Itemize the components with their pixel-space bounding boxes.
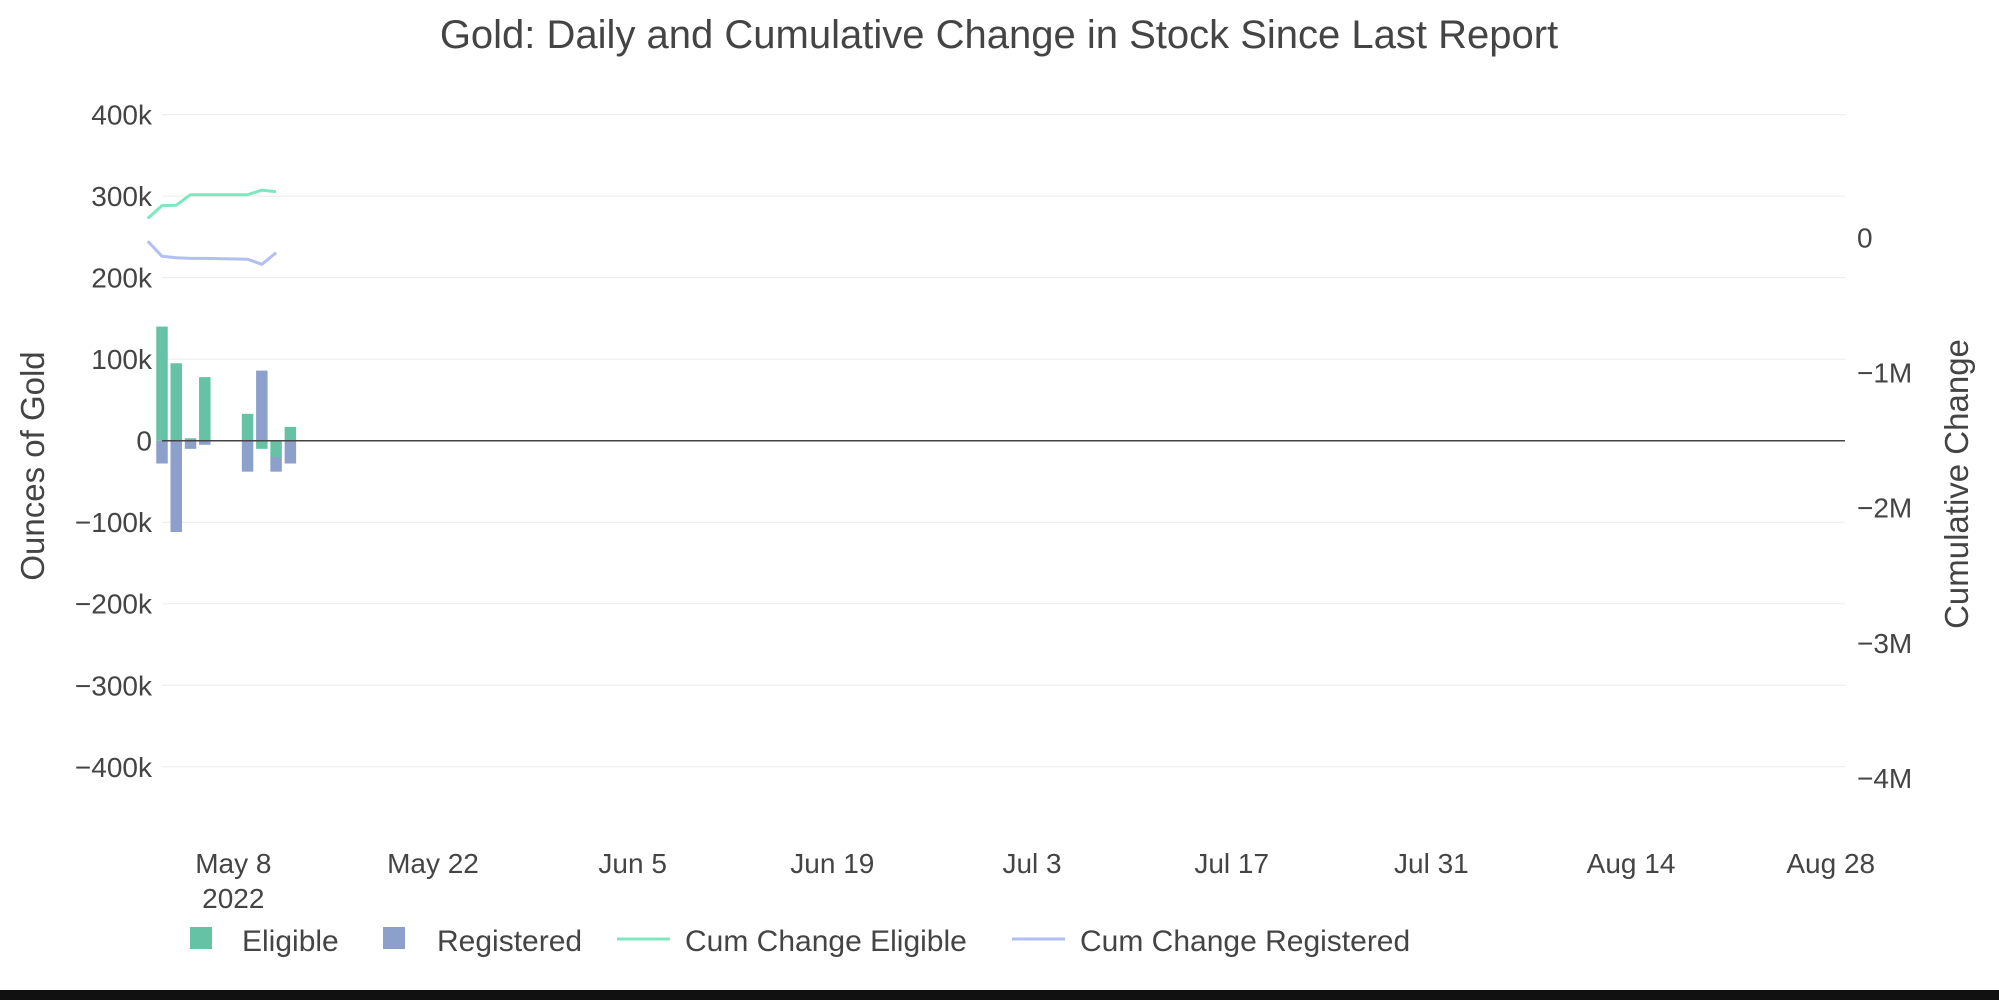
registered-bar[interactable] (199, 440, 211, 445)
legend-item-cum-eligible[interactable]: Cum Change Eligible (617, 925, 967, 958)
eligible-bar[interactable] (270, 440, 282, 457)
x-tick-label: Jul 17 (1194, 848, 1269, 879)
y-left-tick-label: 300k (91, 181, 153, 212)
eligible-bar[interactable] (256, 440, 268, 449)
y-left-tick-label: −400k (75, 752, 153, 783)
cum-change-eligible-line[interactable] (146, 188, 277, 220)
y-left-tick-label: −100k (75, 507, 153, 538)
registered-bar[interactable] (170, 440, 183, 532)
y-left-tick-label: −300k (75, 670, 153, 701)
x-tick-label: Aug 14 (1587, 848, 1676, 879)
x-tick-label: Jun 19 (790, 848, 874, 879)
x-tick-sublabel: 2022 (202, 883, 264, 914)
registered-bar[interactable] (184, 440, 197, 449)
legend-item-eligible[interactable]: Eligible (190, 925, 339, 958)
left-axis-ticks: 400k 300k 200k 100k 0 −100k −200k −300k −400k (75, 100, 153, 783)
y-left-tick-label: 0 (136, 426, 152, 457)
x-tick-label: Jul 3 (1002, 848, 1061, 879)
legend-label-registered: Registered (437, 925, 582, 958)
y-right-tick-label: 0 (1857, 222, 1873, 253)
y-axis-left-title: Ounces of Gold (14, 351, 51, 580)
legend-label-eligible: Eligible (242, 925, 339, 958)
y-left-tick-label: 200k (91, 263, 153, 294)
y-left-tick-label: 100k (91, 344, 153, 375)
x-tick-label: May 8 (195, 848, 271, 879)
legend-label-cum-registered: Cum Change Registered (1080, 925, 1410, 958)
x-axis-ticks: May 8 2022 May 22 Jun 5 Jun 19 Jul 3 Jul 17 Jul… (195, 848, 1875, 914)
legend-swatch-eligible (190, 927, 212, 949)
x-tick-label: Jun 5 (598, 848, 667, 879)
y-axis-right-title: Cumulative Change (1938, 339, 1975, 629)
y-right-tick-label: −3M (1857, 628, 1912, 659)
y-left-tick-label: 400k (91, 100, 153, 131)
x-tick-label: May 22 (387, 848, 479, 879)
right-axis-ticks: 0 −1M −2M −3M −4M (1857, 222, 1912, 794)
eligible-bar[interactable] (156, 326, 168, 441)
eligible-bar[interactable] (184, 438, 197, 441)
chart-title: Gold: Daily and Cumulative Change in Sto… (440, 13, 1558, 57)
registered-bar[interactable] (284, 440, 297, 464)
bars (156, 326, 297, 532)
eligible-bar[interactable] (170, 363, 183, 441)
bottom-border (0, 990, 1999, 1000)
eligible-bar[interactable] (241, 413, 254, 441)
registered-bar[interactable] (256, 370, 268, 441)
y-right-tick-label: −2M (1857, 493, 1912, 524)
y-right-tick-label: −4M (1857, 763, 1912, 794)
registered-bar[interactable] (241, 440, 254, 472)
registered-bar[interactable] (270, 457, 282, 472)
legend-item-cum-registered[interactable]: Cum Change Registered (1012, 925, 1410, 958)
cum-change-registered-line[interactable] (146, 240, 278, 266)
legend-label-cum-eligible: Cum Change Eligible (685, 925, 967, 958)
eligible-bar[interactable] (284, 426, 297, 441)
y-left-tick-label: −200k (75, 589, 153, 620)
legend: Eligible Registered Cum Change Eligible … (190, 925, 1410, 958)
legend-swatch-registered (383, 927, 405, 949)
y-right-tick-label: −1M (1857, 358, 1912, 389)
registered-bar[interactable] (156, 440, 168, 464)
eligible-bar[interactable] (199, 377, 211, 441)
x-tick-label: Aug 28 (1786, 848, 1875, 879)
cumulative-lines (146, 188, 278, 266)
x-tick-label: Jul 31 (1394, 848, 1469, 879)
legend-item-registered[interactable]: Registered (383, 925, 582, 958)
grid (162, 114, 1845, 768)
